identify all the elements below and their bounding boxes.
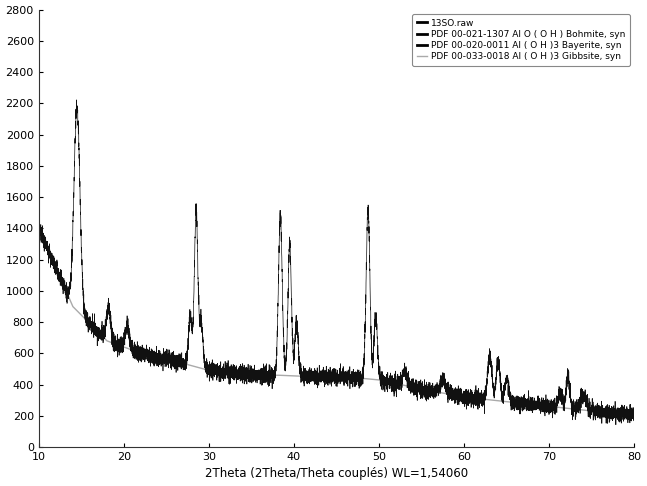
- X-axis label: 2Theta (2Theta/Theta couplés) WL=1,54060: 2Theta (2Theta/Theta couplés) WL=1,54060: [205, 468, 468, 481]
- Legend: 13SO.raw, PDF 00-021-1307 Al O ( O H ) Bohmite, syn, PDF 00-020-0011 Al ( O H )3: 13SO.raw, PDF 00-021-1307 Al O ( O H ) B…: [412, 14, 630, 66]
